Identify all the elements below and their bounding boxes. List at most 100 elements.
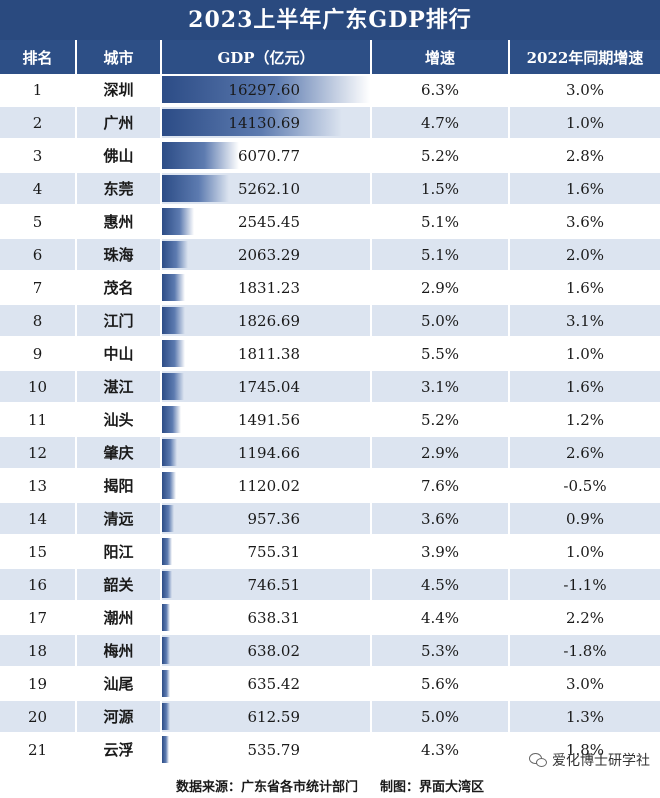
gdp-cell: 1745.04 xyxy=(161,370,372,404)
table-row: 7 茂名 1831.23 2.9% 1.6% xyxy=(0,271,660,305)
gdp-value: 755.31 xyxy=(247,542,301,561)
gdp-cell: 1120.02 xyxy=(161,469,372,503)
gdp-bar xyxy=(162,373,184,400)
table-row: 20 河源 612.59 5.0% 1.3% xyxy=(0,700,660,734)
gdp-table: 排名 城市 GDP（亿元） 增速 2022年同期增速 1 深圳 16297.60 6.… xyxy=(0,40,660,767)
city-cell: 中山 xyxy=(76,337,162,371)
rank-cell: 11 xyxy=(0,403,77,437)
rank-cell: 13 xyxy=(0,469,77,503)
prev-growth-cell: -1.8% xyxy=(509,634,660,668)
table-row: 10 湛江 1745.04 3.1% 1.6% xyxy=(0,370,660,404)
rank-cell: 4 xyxy=(0,172,77,206)
table-row: 11 汕头 1491.56 5.2% 1.2% xyxy=(0,403,660,437)
table-row: 12 肇庆 1194.66 2.9% 2.6% xyxy=(0,436,660,470)
gdp-bar xyxy=(162,703,170,730)
gdp-cell: 612.59 xyxy=(161,700,372,734)
gdp-bar xyxy=(162,604,170,631)
growth-cell: 5.1% xyxy=(371,205,510,239)
gdp-bar xyxy=(162,406,181,433)
gdp-bar xyxy=(162,736,169,763)
gdp-cell: 1831.23 xyxy=(161,271,372,305)
rank-cell: 6 xyxy=(0,238,77,272)
prev-growth-cell: 1.2% xyxy=(509,403,660,437)
table-row: 8 江门 1826.69 5.0% 3.1% xyxy=(0,304,660,338)
gdp-cell: 1811.38 xyxy=(161,337,372,371)
growth-cell: 7.6% xyxy=(371,469,510,503)
header-city: 城市 xyxy=(76,40,162,74)
gdp-bar xyxy=(162,76,370,103)
table-row: 6 珠海 2063.29 5.1% 2.0% xyxy=(0,238,660,272)
gdp-value: 1826.69 xyxy=(237,311,300,330)
gdp-value: 746.51 xyxy=(247,575,301,594)
rank-cell: 1 xyxy=(0,74,77,107)
gdp-value: 5262.10 xyxy=(237,179,300,198)
prev-growth-cell: 1.6% xyxy=(509,172,660,206)
prev-growth-cell: 3.6% xyxy=(509,205,660,239)
rank-cell: 8 xyxy=(0,304,77,338)
table-row: 16 韶关 746.51 4.5% -1.1% xyxy=(0,568,660,602)
table-row: 15 阳江 755.31 3.9% 1.0% xyxy=(0,535,660,569)
city-cell: 揭阳 xyxy=(76,469,162,503)
rank-cell: 5 xyxy=(0,205,77,239)
growth-cell: 6.3% xyxy=(371,74,510,107)
city-cell: 清远 xyxy=(76,502,162,536)
growth-cell: 5.3% xyxy=(371,634,510,668)
rank-cell: 19 xyxy=(0,667,77,701)
prev-growth-cell: 1.0% xyxy=(509,106,660,140)
gdp-cell: 638.31 xyxy=(161,601,372,635)
table-row: 21 云浮 535.79 4.3% 1.8% xyxy=(0,733,660,767)
header-rank: 排名 xyxy=(0,40,77,74)
gdp-bar xyxy=(162,208,194,235)
rank-cell: 12 xyxy=(0,436,77,470)
header-gdp: GDP（亿元） xyxy=(161,40,372,74)
rank-cell: 21 xyxy=(0,733,77,767)
gdp-value: 638.31 xyxy=(247,608,301,627)
growth-cell: 5.1% xyxy=(371,238,510,272)
gdp-cell: 16297.60 xyxy=(161,74,372,107)
footer: 数据来源：广东省各市统计部门 制图：界面大湾区 xyxy=(0,770,660,798)
table-row: 5 惠州 2545.45 5.1% 3.6% xyxy=(0,205,660,239)
rank-cell: 7 xyxy=(0,271,77,305)
gdp-cell: 1194.66 xyxy=(161,436,372,470)
made-by-text: 制图：界面大湾区 xyxy=(380,780,485,795)
gdp-bar xyxy=(162,274,185,301)
prev-growth-cell: 1.0% xyxy=(509,535,660,569)
gdp-bar xyxy=(162,109,342,136)
city-cell: 东莞 xyxy=(76,172,162,206)
prev-growth-cell: 0.9% xyxy=(509,502,660,536)
gdp-value: 1120.02 xyxy=(237,476,300,495)
gdp-value: 6070.77 xyxy=(237,146,300,165)
prev-growth-cell: -0.5% xyxy=(509,469,660,503)
rank-cell: 15 xyxy=(0,535,77,569)
gdp-bar xyxy=(162,505,174,532)
gdp-bar xyxy=(162,637,170,664)
prev-growth-cell: 3.0% xyxy=(509,74,660,107)
wechat-icon xyxy=(529,753,547,767)
gdp-cell: 14130.69 xyxy=(161,106,372,140)
city-cell: 潮州 xyxy=(76,601,162,635)
city-cell: 江门 xyxy=(76,304,162,338)
table-row: 14 清远 957.36 3.6% 0.9% xyxy=(0,502,660,536)
prev-growth-cell: 1.6% xyxy=(509,370,660,404)
growth-cell: 2.9% xyxy=(371,271,510,305)
gdp-cell: 755.31 xyxy=(161,535,372,569)
rank-cell: 16 xyxy=(0,568,77,602)
gdp-value: 16297.60 xyxy=(228,80,300,99)
gdp-cell: 2063.29 xyxy=(161,238,372,272)
growth-cell: 5.0% xyxy=(371,304,510,338)
gdp-cell: 746.51 xyxy=(161,568,372,602)
header-prev-growth: 2022年同期增速 xyxy=(509,40,660,74)
rank-cell: 14 xyxy=(0,502,77,536)
gdp-cell: 635.42 xyxy=(161,667,372,701)
gdp-value: 535.79 xyxy=(247,740,301,759)
growth-cell: 3.1% xyxy=(371,370,510,404)
gdp-cell: 1826.69 xyxy=(161,304,372,338)
gdp-value: 1491.56 xyxy=(237,410,300,429)
gdp-bar xyxy=(162,142,239,169)
rank-cell: 2 xyxy=(0,106,77,140)
gdp-bar xyxy=(162,472,176,499)
gdp-bar xyxy=(162,538,172,565)
gdp-cell: 6070.77 xyxy=(161,139,372,173)
gdp-bar xyxy=(162,340,185,367)
gdp-bar xyxy=(162,439,177,466)
